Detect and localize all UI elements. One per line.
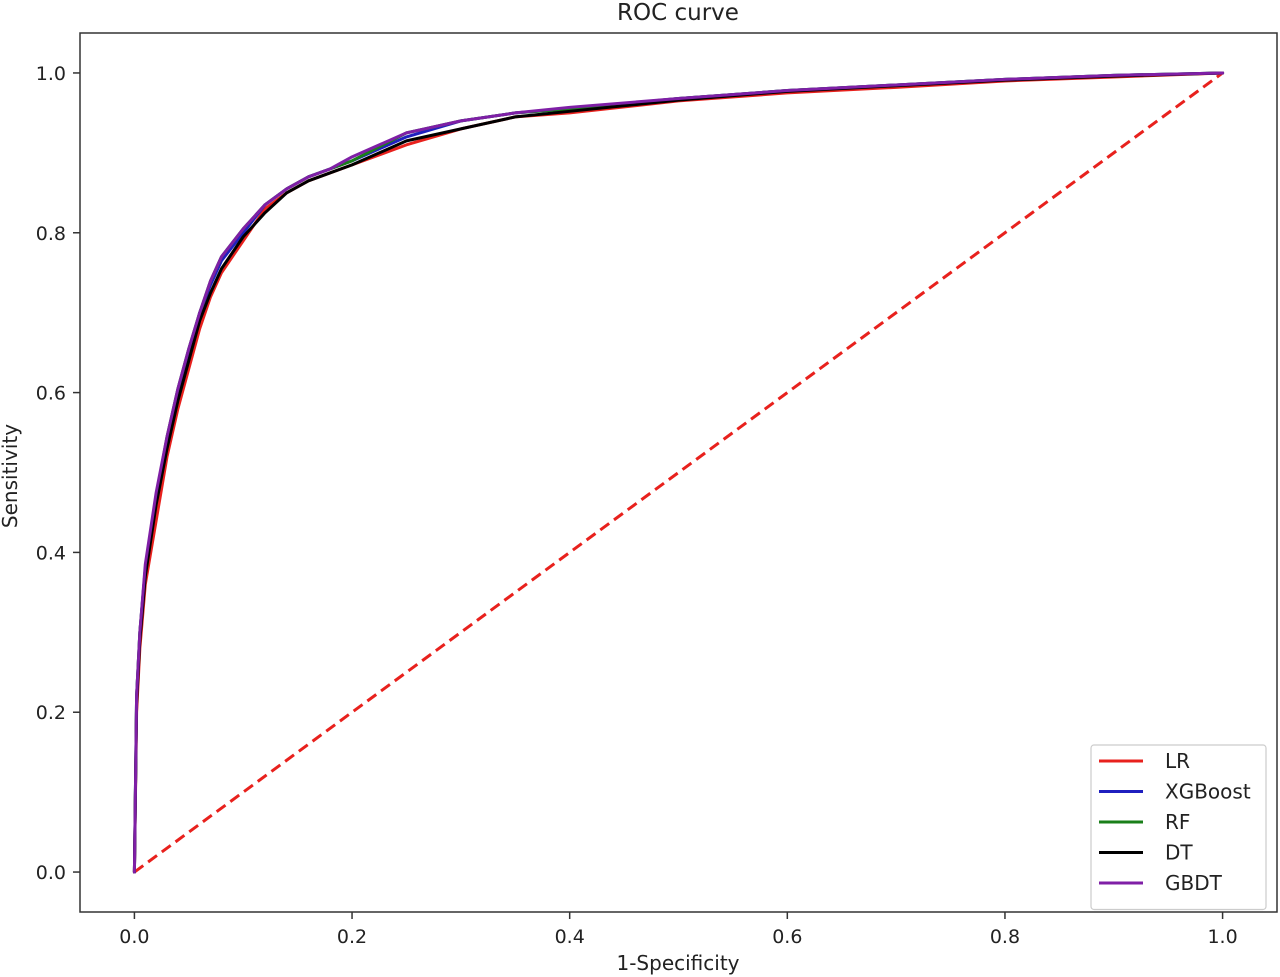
y-axis-label: Sensitivity (0, 424, 22, 528)
x-tick-label: 0.4 (555, 926, 585, 948)
series-layer (132, 71, 1225, 874)
x-tick-label: 0.6 (772, 926, 802, 948)
legend: LR XGBoost RF DT GBDT (1090, 744, 1267, 911)
x-axis-label: 1-Specificity (616, 951, 739, 975)
legend-label-lr: LR (1165, 749, 1190, 773)
legend-box (1090, 744, 1267, 911)
chart-title: ROC curve (617, 0, 739, 26)
axes-layer: 0.0 0.2 0.4 0.6 0.8 1.0 0.0 0.2 0.4 0.6 0.8 1.0 (36, 32, 1278, 948)
legend-label-rf: RF (1165, 810, 1190, 834)
y-tick-label: 0.0 (36, 862, 66, 884)
x-tick-label: 0.0 (119, 926, 149, 948)
x-tick-label: 0.2 (337, 926, 367, 948)
y-tick-label: 1.0 (36, 63, 66, 85)
series-line-gbdt (132, 71, 1225, 874)
y-tick-label: 0.8 (36, 223, 66, 245)
x-tick-label: 1.0 (1207, 926, 1237, 948)
legend-label-dt: DT (1165, 841, 1193, 865)
y-tick-label: 0.4 (36, 542, 66, 564)
reference-line (133, 71, 1224, 874)
plot-frame (79, 32, 1278, 913)
legend-label-gbdt: GBDT (1165, 871, 1223, 895)
y-tick-label: 0.2 (36, 702, 66, 724)
x-tick-label: 0.8 (990, 926, 1020, 948)
y-tick-label: 0.6 (36, 383, 66, 405)
legend-label-xgboost: XGBoost (1165, 780, 1251, 804)
